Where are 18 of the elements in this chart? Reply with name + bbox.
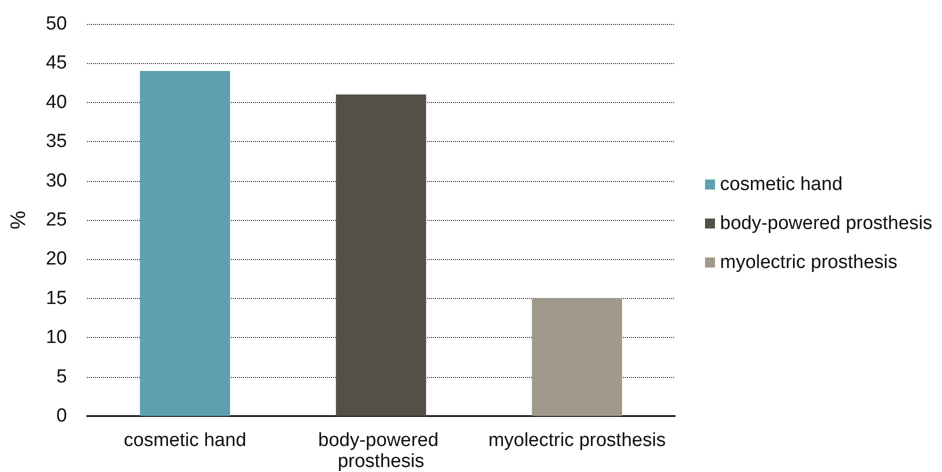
y-tick-label: 20 — [46, 248, 67, 270]
y-tick-label: 30 — [46, 170, 67, 192]
y-tick-label: 40 — [46, 92, 67, 113]
y-tick-label: 50 — [46, 14, 67, 34]
y-tick-label: 45 — [46, 52, 67, 74]
x-tick-label: myolectric prosthesis — [488, 430, 666, 451]
y-tick-label: 35 — [46, 131, 67, 152]
legend-label: myolectric prosthesis — [720, 252, 898, 273]
y-axis-title: % — [7, 210, 30, 230]
x-tick-label: body-powered prosthesis — [318, 430, 444, 472]
x-tick-label: cosmetic hand — [124, 430, 246, 451]
y-tick-label: 10 — [46, 327, 67, 348]
y-tick-label: 0 — [56, 406, 67, 426]
legend-label: body-powered prosthesis — [720, 213, 932, 234]
y-tick-label: 25 — [46, 210, 67, 230]
y-tick-label: 5 — [56, 366, 67, 388]
y-tick-label: 15 — [46, 288, 67, 309]
legend-label: cosmetic hand — [720, 174, 843, 195]
